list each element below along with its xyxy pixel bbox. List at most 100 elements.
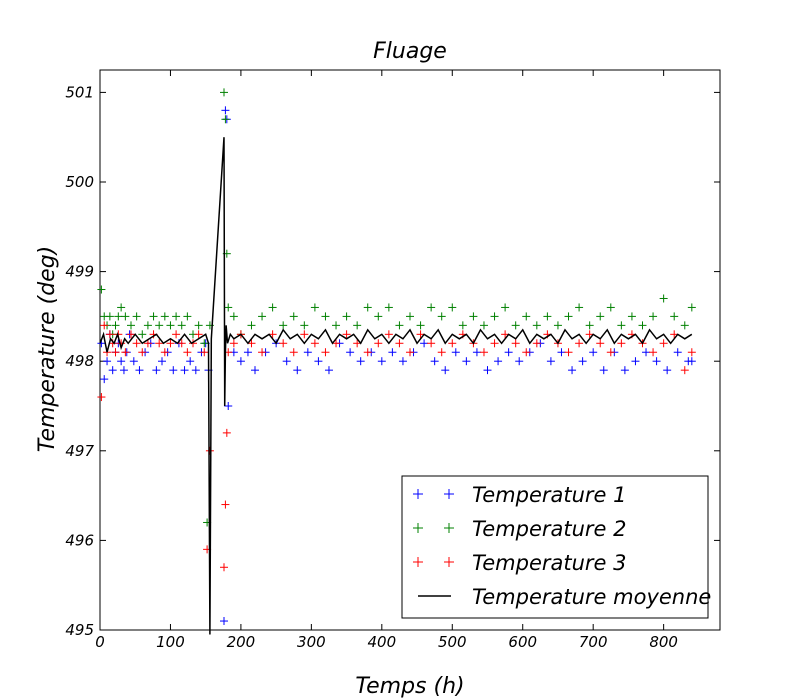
data-point-temperature-2 xyxy=(564,312,573,321)
data-point-temperature-2 xyxy=(670,312,679,321)
data-point-temperature-2 xyxy=(596,312,605,321)
data-point-temperature-1 xyxy=(546,357,555,366)
data-point-temperature-3 xyxy=(564,348,573,357)
data-point-temperature-1 xyxy=(398,357,407,366)
data-point-temperature-3 xyxy=(189,339,197,348)
data-point-temperature-3 xyxy=(522,348,531,357)
data-point-temperature-1 xyxy=(462,357,471,366)
data-point-temperature-3 xyxy=(479,348,488,357)
data-point-temperature-2 xyxy=(458,321,467,330)
data-point-temperature-2 xyxy=(247,321,256,330)
data-point-temperature-3 xyxy=(221,500,230,509)
x-tick-label: 100 xyxy=(156,633,185,651)
legend-item-temperature-2: Temperature 2 xyxy=(413,517,627,541)
data-point-temperature-1 xyxy=(100,375,109,384)
data-point-temperature-2 xyxy=(97,285,106,294)
data-point-temperature-1 xyxy=(119,366,128,375)
data-point-temperature-2 xyxy=(289,312,298,321)
chart-title: Fluage xyxy=(373,39,447,64)
data-point-temperature-3 xyxy=(172,330,181,339)
data-point-temperature-3 xyxy=(649,348,658,357)
data-point-temperature-1 xyxy=(673,348,682,357)
data-point-temperature-1 xyxy=(504,348,513,357)
data-point-temperature-3 xyxy=(160,348,169,357)
data-point-temperature-1 xyxy=(568,366,577,375)
data-point-temperature-3 xyxy=(687,348,696,357)
data-point-temperature-2 xyxy=(177,321,186,330)
legend: Temperature 1 Temperature 2 Temperature … xyxy=(401,475,711,619)
data-point-temperature-2 xyxy=(416,321,425,330)
data-point-temperature-2 xyxy=(342,312,351,321)
data-point-temperature-2 xyxy=(427,303,436,312)
data-point-temperature-1 xyxy=(472,348,481,357)
data-point-temperature-2 xyxy=(332,321,341,330)
data-point-temperature-2 xyxy=(166,321,175,330)
data-point-temperature-1 xyxy=(663,366,672,375)
data-point-temperature-3 xyxy=(132,339,141,348)
data-point-temperature-3 xyxy=(100,321,109,330)
data-point-temperature-1 xyxy=(515,357,524,366)
x-tick-label: 200 xyxy=(227,633,256,651)
data-point-temperature-3 xyxy=(321,348,330,357)
data-point-temperature-2 xyxy=(229,312,238,321)
data-point-temperature-2 xyxy=(138,330,147,339)
legend-box xyxy=(401,475,709,619)
data-point-temperature-3 xyxy=(617,339,626,348)
data-point-temperature-2 xyxy=(194,321,203,330)
data-point-temperature-1 xyxy=(441,366,450,375)
data-point-temperature-1 xyxy=(589,348,598,357)
chart-marks xyxy=(97,88,696,635)
data-point-temperature-1 xyxy=(108,366,117,375)
legend-label-temperature-moyenne: Temperature moyenne xyxy=(472,585,711,609)
data-point-temperature-2 xyxy=(575,303,584,312)
data-point-temperature-2 xyxy=(543,312,552,321)
y-axis-label: Temperature (deg) xyxy=(35,246,60,453)
data-point-temperature-3 xyxy=(222,428,231,437)
data-point-temperature-3 xyxy=(342,330,351,339)
data-point-temperature-2 xyxy=(680,321,689,330)
x-tick-label: 0 xyxy=(95,633,105,651)
x-tick-label: 500 xyxy=(438,633,467,651)
data-point-temperature-1 xyxy=(186,357,195,366)
data-point-temperature-2 xyxy=(220,88,228,97)
data-point-temperature-3 xyxy=(155,339,164,348)
data-point-temperature-2 xyxy=(511,321,520,330)
data-point-temperature-2 xyxy=(522,312,531,321)
data-point-temperature-1 xyxy=(578,357,587,366)
data-point-temperature-3 xyxy=(258,348,267,357)
data-point-temperature-1 xyxy=(388,348,397,357)
data-point-temperature-1 xyxy=(243,348,252,357)
data-point-temperature-2 xyxy=(627,312,636,321)
data-point-temperature-1 xyxy=(356,357,365,366)
data-point-temperature-1 xyxy=(483,366,492,375)
data-point-temperature-1 xyxy=(129,357,138,366)
y-tick-label: 499 xyxy=(65,263,94,281)
data-point-temperature-1 xyxy=(557,348,566,357)
data-point-temperature-2 xyxy=(532,321,541,330)
series-line-temperature-moyenne xyxy=(99,137,693,635)
data-point-temperature-1 xyxy=(652,357,661,366)
y-tick-label: 496 xyxy=(65,531,94,549)
data-point-temperature-2 xyxy=(117,303,126,312)
data-point-temperature-1 xyxy=(236,357,245,366)
y-tick-label: 501 xyxy=(65,83,94,101)
data-point-temperature-1 xyxy=(152,366,161,375)
data-point-temperature-2 xyxy=(638,321,647,330)
data-point-temperature-3 xyxy=(511,339,520,348)
data-point-temperature-3 xyxy=(406,348,414,357)
data-point-temperature-2 xyxy=(172,312,181,321)
data-point-temperature-3 xyxy=(194,330,203,339)
data-point-temperature-1 xyxy=(117,357,126,366)
data-point-temperature-3 xyxy=(138,348,147,357)
data-point-temperature-1 xyxy=(324,366,333,375)
data-point-temperature-2 xyxy=(649,312,658,321)
data-point-temperature-2 xyxy=(258,312,267,321)
data-point-temperature-2 xyxy=(111,321,120,330)
data-point-temperature-2 xyxy=(279,321,288,330)
data-point-temperature-3 xyxy=(127,330,135,339)
data-point-temperature-1 xyxy=(103,357,112,366)
data-point-temperature-2 xyxy=(659,294,668,303)
data-point-temperature-1 xyxy=(314,357,323,366)
data-point-temperature-3 xyxy=(97,393,106,402)
